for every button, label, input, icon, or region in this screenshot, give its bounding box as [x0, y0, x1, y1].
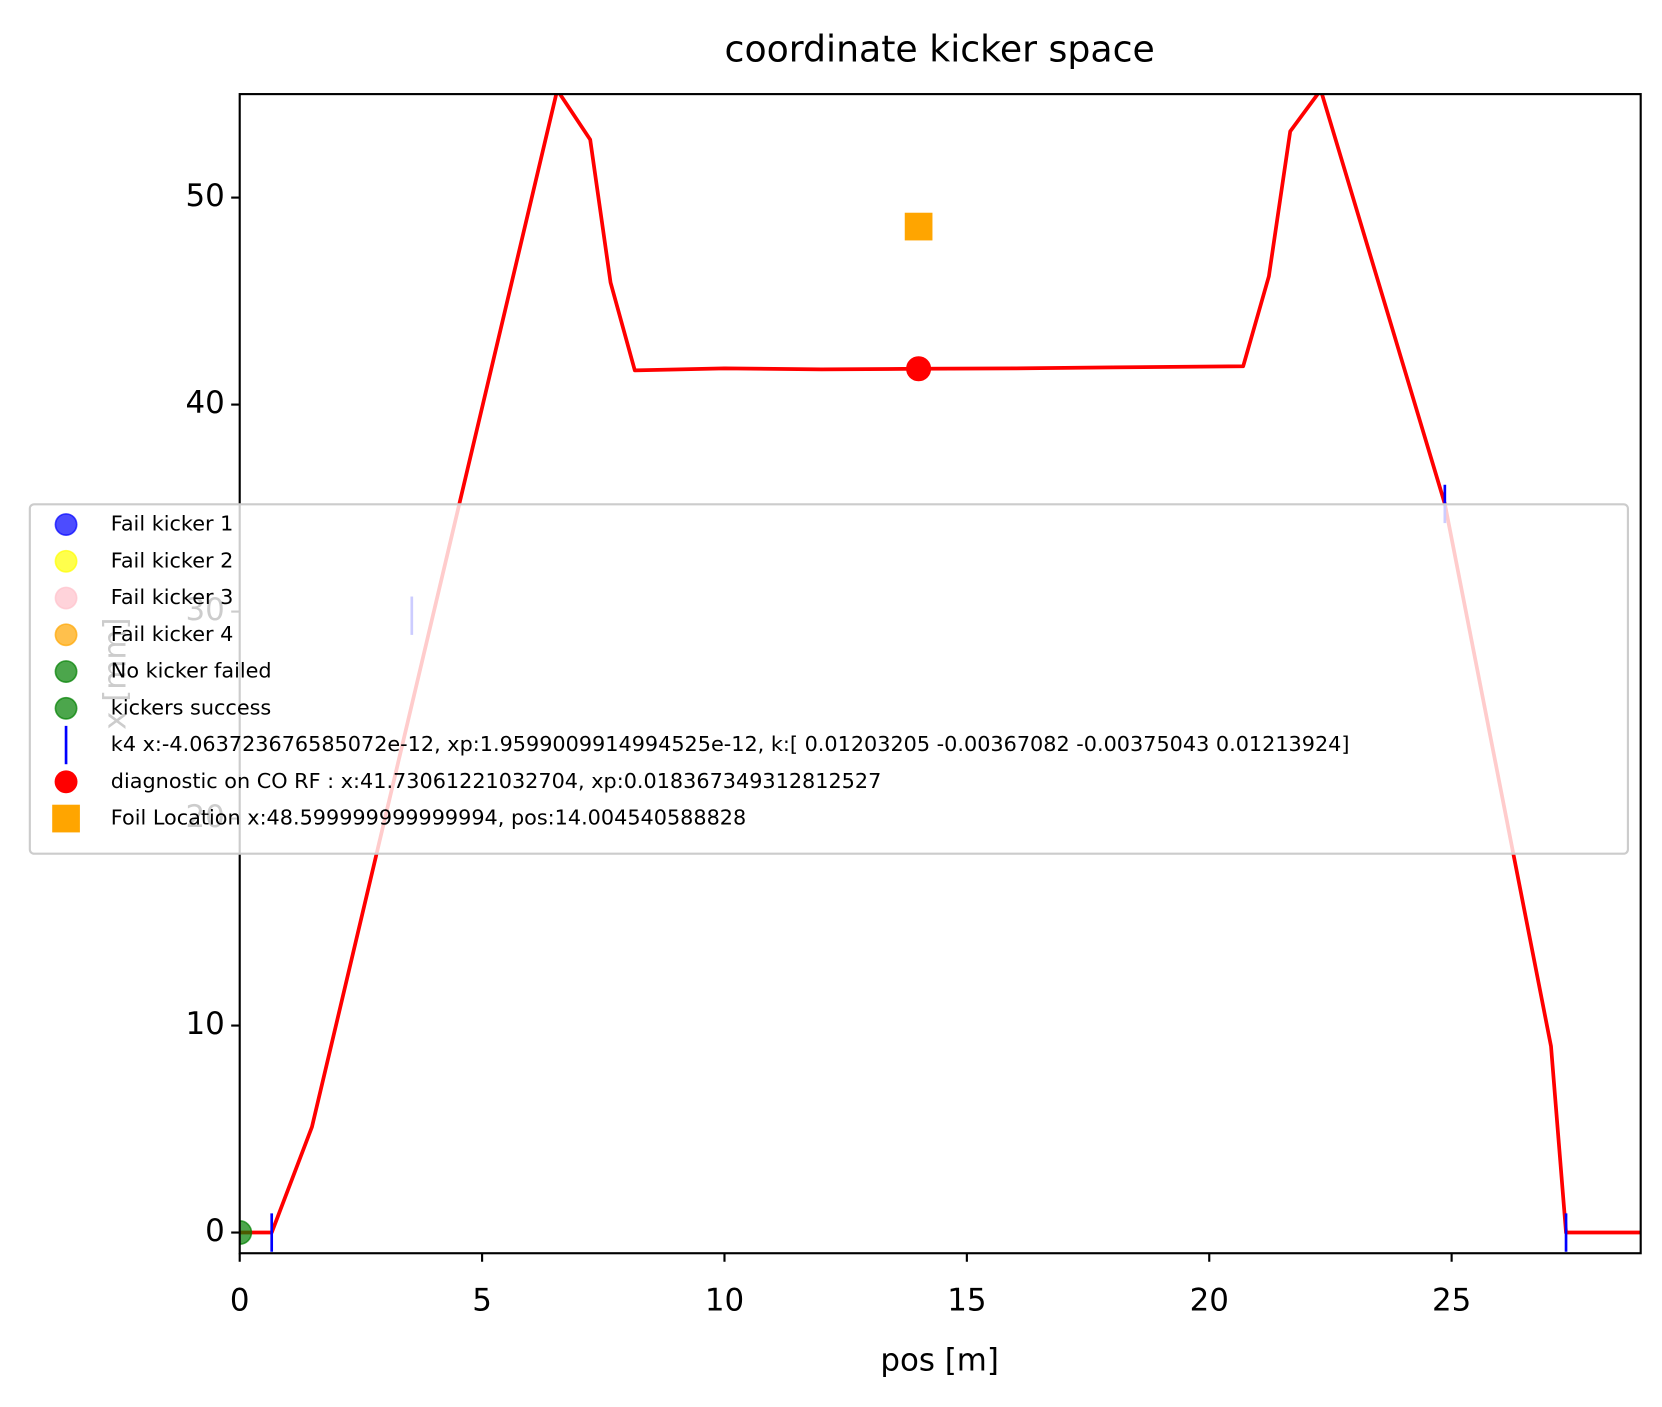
legend-marker [54, 696, 78, 720]
legend: Fail kicker 1 Fail kicker 2 Fail kicker 3 F… [28, 503, 1629, 855]
legend-marker [52, 804, 80, 833]
y-tick-label: 0 [205, 1213, 225, 1249]
legend-marker [54, 513, 78, 536]
legend-marker [54, 549, 78, 573]
legend-label: Foil Location x:48.599999999999994, pos:… [111, 806, 746, 830]
legend-label: Fail kicker 1 [111, 512, 234, 536]
plot-area [239, 94, 1641, 1252]
legend-label: No kicker failed [111, 659, 272, 683]
data-point [904, 212, 933, 241]
legend-label: Fail kicker 3 [111, 585, 234, 609]
x-tick-label: 0 [230, 1283, 250, 1319]
legend-marker [54, 660, 78, 683]
x-tick-label: 5 [472, 1283, 492, 1319]
x-tick-label: 20 [1190, 1283, 1229, 1319]
x-tick-label: 15 [947, 1283, 986, 1319]
legend-label: Fail kicker 4 [111, 622, 234, 646]
x-tick-label: 25 [1432, 1283, 1471, 1319]
legend-label: kickers success [111, 695, 271, 719]
y-tick-label: 50 [185, 178, 224, 214]
y-tick-label: 10 [185, 1006, 224, 1042]
legend-marker [54, 770, 78, 794]
legend-label: Fail kicker 2 [111, 548, 234, 572]
chart-title: coordinate kicker space [725, 27, 1155, 70]
data-point [239, 1220, 253, 1246]
legend-label: diagnostic on CO RF : x:41.7306122103270… [111, 769, 882, 793]
legend-box [28, 503, 1629, 855]
y-tick-label: 40 [185, 385, 224, 421]
legend-label: k4 x:-4.063723676585072e-12, xp:1.959900… [111, 732, 1350, 756]
data-line [239, 94, 1641, 1235]
x-tick-label: 10 [705, 1283, 744, 1319]
data-point [906, 356, 932, 382]
legend-marker [54, 586, 78, 610]
x-axis-label: pos [m] [880, 1342, 999, 1378]
legend-marker [54, 623, 78, 647]
